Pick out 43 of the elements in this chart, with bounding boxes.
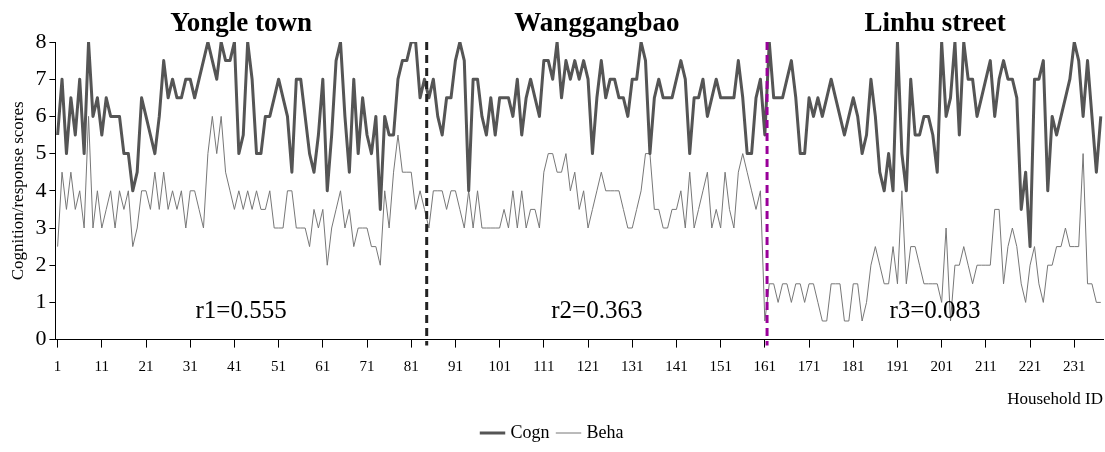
x-tick-label: 221 (1018, 357, 1042, 374)
x-tick-label: 101 (488, 357, 511, 374)
annotation: r3=0.083 (889, 296, 981, 324)
x-tick-label: 51 (271, 357, 287, 374)
text: Yongle town (170, 7, 312, 38)
y-tick-label: 8 (35, 27, 47, 53)
x-tick-label: 151 (709, 357, 732, 374)
y-tick-label: 2 (35, 250, 47, 276)
x-tick-label: 111 (533, 357, 555, 374)
x-tick-label: 141 (665, 357, 688, 374)
x-tick-label: 61 (315, 357, 331, 374)
legend-label: Beha (586, 421, 624, 442)
y-tick-label: 5 (35, 139, 47, 165)
x-tick-label: 41 (226, 357, 242, 374)
x-tick-label: 31 (182, 357, 198, 374)
y-tick-label: 0 (35, 325, 47, 351)
x-tick-label: 231 (1063, 357, 1086, 374)
x-tick-label: 171 (797, 357, 821, 374)
x-tick-label: 81 (403, 357, 419, 374)
x-tick-label: 91 (447, 357, 463, 374)
x-tick-label: 71 (359, 357, 375, 374)
y-tick-label: 7 (35, 64, 47, 90)
y-tick-label: 1 (35, 288, 47, 314)
x-tick-label: 161 (753, 357, 777, 374)
annotation: r1=0.555 (195, 296, 287, 324)
y-tick-label: 4 (35, 176, 47, 202)
annotation: r2=0.363 (551, 296, 643, 324)
x-tick-label: 211 (974, 357, 997, 374)
x-axis-title: Household ID (1007, 389, 1103, 409)
x-tick-label: 131 (620, 357, 644, 374)
x-tick-label: 21 (138, 357, 154, 374)
x-tick-label: 201 (930, 357, 953, 374)
text: Linhu street (864, 7, 1006, 38)
x-tick-label: 11 (94, 357, 110, 374)
legend-label: Cogn (510, 421, 550, 442)
text: Wanggangbao (514, 7, 680, 38)
x-tick-label: 191 (886, 357, 909, 374)
x-tick-label: 121 (576, 357, 600, 374)
y-tick-label: 6 (35, 102, 47, 128)
x-tick-label: 1 (53, 357, 62, 374)
x-tick-label: 181 (842, 357, 865, 374)
y-axis-title: Cognition/response scores (7, 101, 27, 281)
y-tick-label: 3 (35, 213, 47, 239)
